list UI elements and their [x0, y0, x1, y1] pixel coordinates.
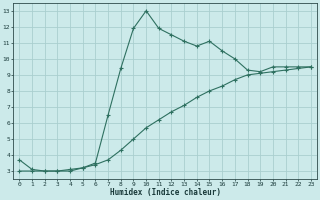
X-axis label: Humidex (Indice chaleur): Humidex (Indice chaleur) [110, 188, 220, 197]
